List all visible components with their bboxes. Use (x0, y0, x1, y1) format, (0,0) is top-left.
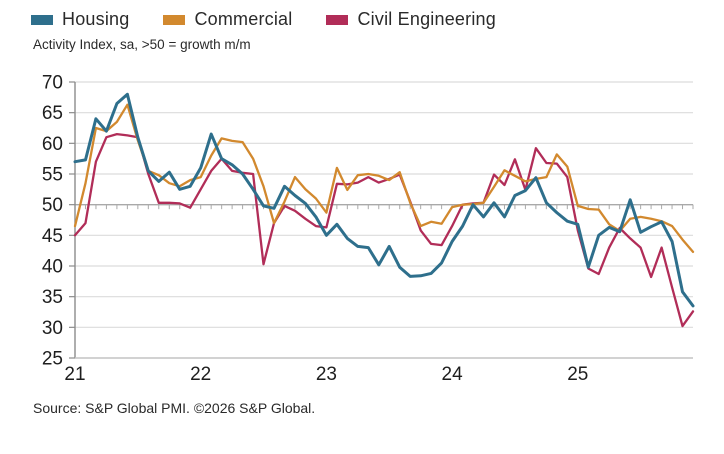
svg-text:70: 70 (42, 73, 63, 94)
legend-item-housing: Housing (31, 9, 129, 30)
legend-label-housing: Housing (62, 9, 130, 29)
civil-engineering-swatch-icon (326, 14, 349, 25)
chart-subtitle: Activity Index, sa, >50 = growth m/m (33, 37, 251, 52)
svg-text:65: 65 (42, 103, 63, 124)
housing-swatch-icon (31, 14, 53, 25)
legend-label-commercial: Commercial (194, 9, 293, 29)
svg-text:24: 24 (442, 364, 464, 385)
svg-text:25: 25 (42, 349, 63, 370)
chart-legend: Housing Commercial Civil Engineering (31, 9, 496, 30)
svg-text:25: 25 (567, 364, 588, 385)
commercial-swatch-icon (163, 14, 186, 25)
source-attribution: Source: S&P Global PMI. ©2026 S&P Global… (33, 400, 316, 416)
svg-text:60: 60 (42, 134, 63, 155)
svg-text:30: 30 (42, 318, 63, 339)
svg-text:35: 35 (42, 287, 63, 308)
svg-text:21: 21 (64, 364, 85, 385)
legend-item-commercial: Commercial (163, 9, 292, 30)
svg-text:22: 22 (190, 364, 211, 385)
svg-text:23: 23 (316, 364, 337, 385)
svg-text:40: 40 (42, 257, 63, 278)
legend-item-civil-engineering: Civil Engineering (326, 9, 496, 30)
svg-text:50: 50 (42, 195, 63, 216)
legend-label-civil-engineering: Civil Engineering (357, 9, 496, 29)
svg-text:45: 45 (42, 226, 63, 247)
svg-text:55: 55 (42, 165, 63, 186)
